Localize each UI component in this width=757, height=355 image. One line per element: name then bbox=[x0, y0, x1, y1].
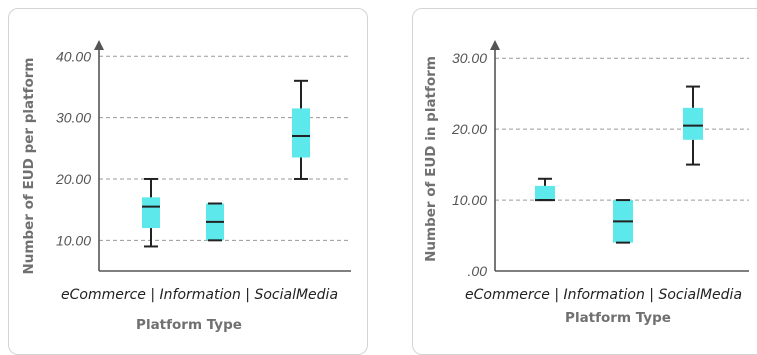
y-tick-label: 40.00 bbox=[56, 48, 91, 64]
y-axis-arrow-icon bbox=[490, 40, 500, 50]
box-socialmedia bbox=[683, 85, 703, 166]
y-axis-arrow-icon bbox=[94, 40, 104, 50]
x-axis-title: Platform Type bbox=[136, 317, 242, 333]
boxplot-chart-left: 10.00 20.00 30.00 40.00 Number of EUD per pl… bbox=[21, 40, 351, 333]
category-separator: | bbox=[146, 287, 160, 303]
box-information bbox=[613, 199, 633, 244]
x-axis-title: Platform Type bbox=[565, 310, 671, 326]
category-separator: | bbox=[645, 287, 659, 303]
y-tick-label: 20.00 bbox=[55, 171, 91, 187]
box-ecommerce bbox=[142, 177, 160, 248]
chart-panel-right: .00 10.00 20.00 30.00 Number of EUD in platf… bbox=[412, 8, 757, 355]
y-tick-label: 30.00 bbox=[56, 110, 91, 126]
y-tick-label: 30.00 bbox=[452, 50, 487, 66]
iqr-box bbox=[535, 185, 555, 201]
x-tick-label: SocialMedia bbox=[658, 287, 742, 303]
x-tick-label: Information bbox=[160, 287, 241, 303]
y-tick-label: 10.00 bbox=[56, 232, 91, 248]
iqr-box bbox=[142, 197, 160, 229]
chart-panel-left: 10.00 20.00 30.00 40.00 Number of EUD per pl… bbox=[8, 8, 368, 355]
box-socialmedia bbox=[292, 79, 310, 180]
category-separator: | bbox=[550, 287, 564, 303]
category-separator: | bbox=[241, 287, 255, 303]
iqr-box bbox=[683, 107, 703, 140]
y-tick-label: 20.00 bbox=[451, 121, 487, 137]
x-tick-label: eCommerce bbox=[465, 287, 550, 303]
boxplot-chart-right: .00 10.00 20.00 30.00 Number of EUD in platf… bbox=[423, 40, 749, 326]
y-axis-title: Number of EUD per platform bbox=[21, 58, 37, 275]
x-tick-label: SocialMedia bbox=[254, 287, 338, 303]
y-tick-label: 10.00 bbox=[452, 192, 487, 208]
y-axis-title: Number of EUD in platform bbox=[423, 56, 439, 262]
x-tick-label: Information bbox=[564, 287, 645, 303]
x-category-labels: eCommerce | Information | SocialMedia bbox=[61, 287, 338, 303]
box-information bbox=[206, 202, 224, 242]
box-ecommerce bbox=[535, 177, 555, 202]
iqr-box bbox=[292, 108, 310, 158]
y-tick-label: .00 bbox=[468, 263, 488, 279]
x-category-labels: eCommerce | Information | SocialMedia bbox=[465, 287, 742, 303]
x-tick-label: eCommerce bbox=[61, 287, 146, 303]
